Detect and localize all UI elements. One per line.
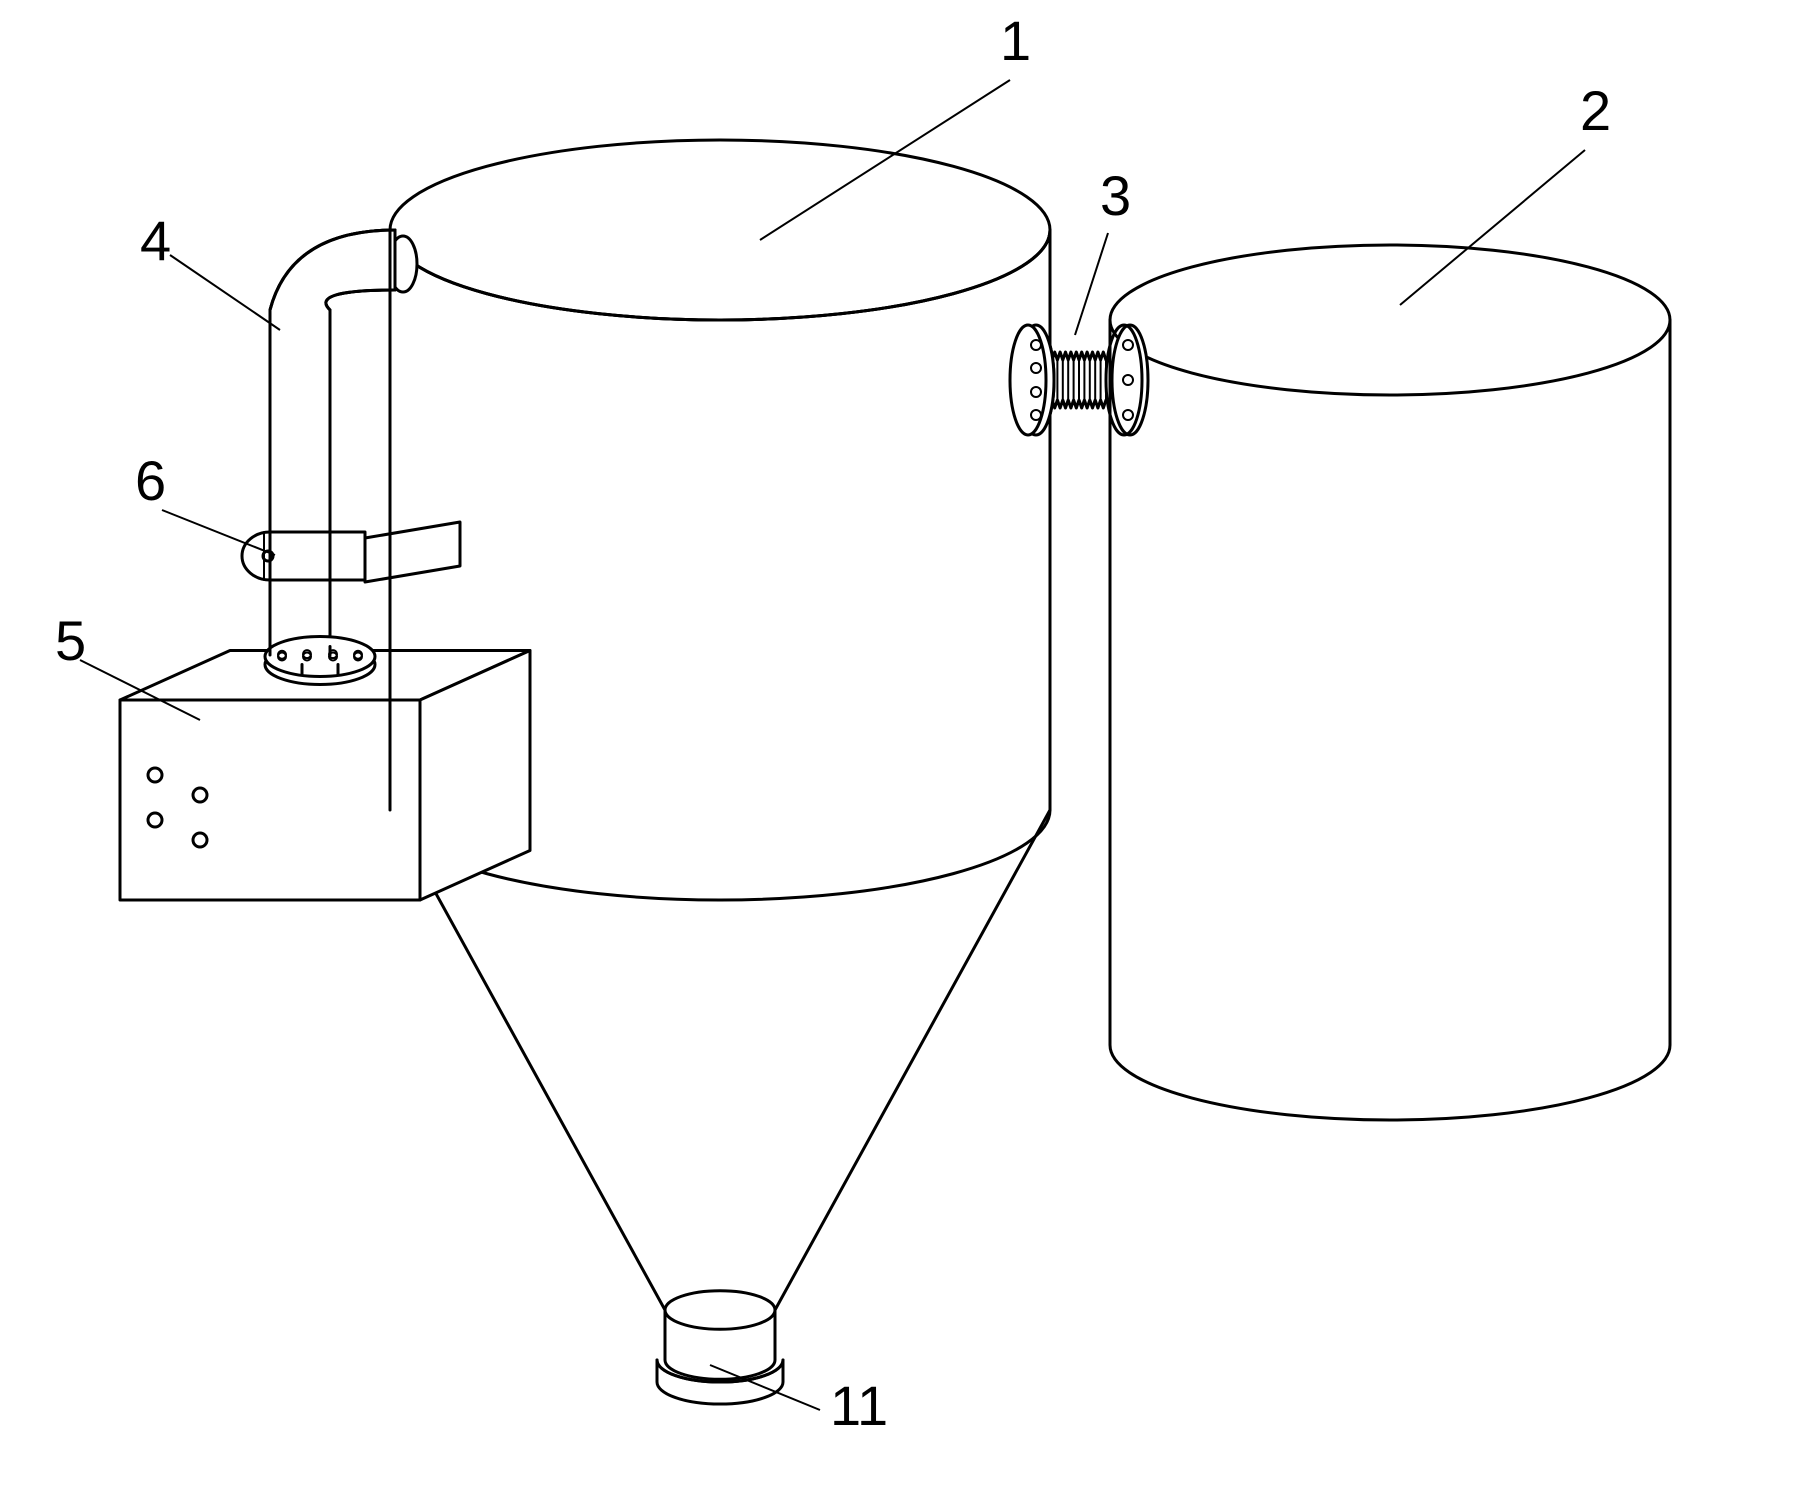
label-6: 6 xyxy=(135,449,166,512)
label-1: 1 xyxy=(1000,9,1031,72)
label-2: 2 xyxy=(1580,79,1611,142)
drawing-group xyxy=(120,140,1670,1404)
label-11: 11 xyxy=(830,1374,888,1437)
label-3: 3 xyxy=(1100,164,1131,227)
diagram-canvas: 1 2 3 4 5 6 11 xyxy=(0,0,1807,1497)
label-4: 4 xyxy=(140,209,171,272)
label-5: 5 xyxy=(55,609,86,672)
